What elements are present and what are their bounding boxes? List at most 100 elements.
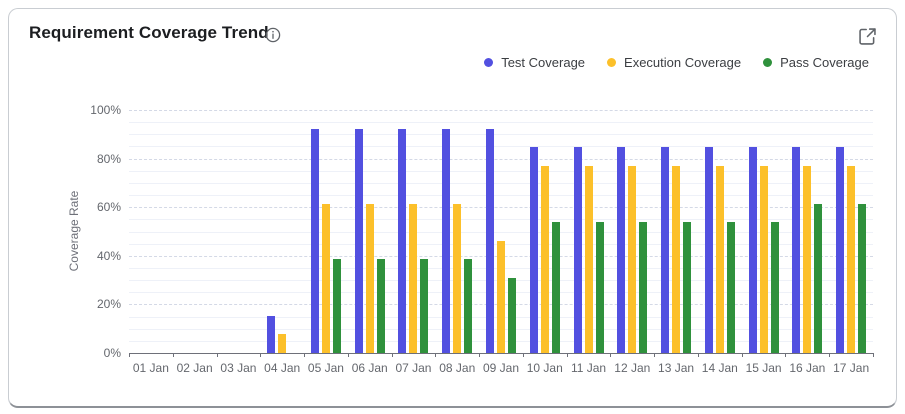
bar-pass-coverage[interactable] bbox=[639, 222, 648, 353]
x-axis-tick bbox=[347, 353, 349, 357]
legend-dot-test-coverage bbox=[484, 58, 494, 67]
minor-gridline bbox=[129, 231, 873, 233]
legend-item-test-coverage[interactable]: Test Coverage bbox=[484, 55, 585, 70]
bar-chart: Coverage Rate 0% 20% 40% 60% 80% 100% 01 Jan 02… bbox=[9, 9, 896, 406]
bar-pass-coverage[interactable] bbox=[858, 204, 867, 353]
x-axis-label: 01 Jan bbox=[132, 361, 169, 375]
x-axis-tick bbox=[566, 353, 568, 357]
bar-test-coverage[interactable] bbox=[442, 129, 451, 353]
major-gridline bbox=[129, 158, 873, 160]
x-axis-label: 13 Jan bbox=[658, 361, 695, 375]
bar-execution-coverage[interactable] bbox=[803, 166, 812, 353]
x-axis-tick bbox=[873, 353, 874, 357]
bar-test-coverage[interactable] bbox=[573, 147, 582, 353]
x-axis-label: 05 Jan bbox=[307, 361, 344, 375]
bar-execution-coverage[interactable] bbox=[715, 166, 724, 353]
legend-label: Pass Coverage bbox=[780, 55, 869, 70]
y-axis-tick-label: 20% bbox=[96, 297, 121, 312]
x-axis-tick bbox=[129, 353, 130, 357]
bar-execution-coverage[interactable] bbox=[847, 166, 856, 353]
bar-execution-coverage[interactable] bbox=[497, 241, 505, 353]
x-axis-label: 06 Jan bbox=[351, 361, 388, 375]
bar-test-coverage[interactable] bbox=[529, 147, 538, 353]
x-axis-tick bbox=[260, 353, 262, 357]
x-axis-tick bbox=[697, 353, 699, 357]
bar-test-coverage[interactable] bbox=[398, 129, 407, 353]
y-axis-tick-label: 40% bbox=[96, 248, 121, 263]
bar-execution-coverage[interactable] bbox=[672, 166, 681, 353]
x-axis-tick bbox=[829, 353, 831, 357]
x-axis-label: 16 Jan bbox=[789, 361, 826, 375]
bar-test-coverage[interactable] bbox=[748, 147, 757, 353]
x-axis-label: 15 Jan bbox=[745, 361, 782, 375]
x-axis-label: 09 Jan bbox=[482, 361, 520, 375]
minor-gridline bbox=[129, 134, 873, 136]
x-axis-tick bbox=[391, 353, 393, 357]
bar-execution-coverage[interactable] bbox=[365, 204, 374, 353]
major-gridline bbox=[129, 207, 873, 209]
info-icon[interactable] bbox=[265, 27, 281, 43]
bar-pass-coverage[interactable] bbox=[376, 259, 385, 353]
x-axis-label: 02 Jan bbox=[176, 361, 213, 375]
y-axis-tick-label: 100% bbox=[90, 103, 121, 117]
x-axis-tick bbox=[522, 353, 524, 357]
bar-execution-coverage[interactable] bbox=[584, 166, 593, 353]
legend-item-pass-coverage[interactable]: Pass Coverage bbox=[763, 55, 869, 70]
bar-test-coverage[interactable] bbox=[836, 147, 845, 353]
bar-test-coverage[interactable] bbox=[792, 147, 801, 353]
minor-gridline bbox=[129, 182, 873, 184]
x-axis-tick bbox=[435, 353, 437, 357]
x-axis-label: 11 Jan bbox=[570, 361, 607, 375]
x-axis-label: 08 Jan bbox=[439, 361, 476, 375]
bar-execution-coverage[interactable] bbox=[321, 204, 330, 353]
legend-label: Test Coverage bbox=[501, 55, 586, 70]
bar-test-coverage[interactable] bbox=[486, 129, 494, 353]
legend: Test Coverage Execution Coverage Pass Co… bbox=[484, 55, 869, 70]
x-axis-tick bbox=[216, 353, 218, 357]
x-axis-label: 03 Jan bbox=[220, 361, 257, 375]
major-gridline bbox=[129, 110, 873, 111]
x-axis-tick bbox=[741, 353, 743, 357]
bar-test-coverage[interactable] bbox=[661, 147, 670, 353]
bar-test-coverage[interactable] bbox=[267, 316, 276, 353]
x-axis-label: 07 Jan bbox=[395, 361, 432, 375]
minor-gridline bbox=[129, 122, 873, 124]
x-axis-tick bbox=[654, 353, 656, 357]
x-axis-label: 10 Jan bbox=[526, 361, 563, 375]
bar-pass-coverage[interactable] bbox=[814, 204, 823, 353]
minor-gridline bbox=[129, 219, 873, 221]
bar-execution-coverage[interactable] bbox=[278, 334, 287, 353]
x-axis-label: 12 Jan bbox=[614, 361, 651, 375]
minor-gridline bbox=[129, 146, 873, 148]
bar-pass-coverage[interactable] bbox=[770, 222, 779, 353]
bar-test-coverage[interactable] bbox=[310, 129, 319, 353]
legend-dot-execution-coverage bbox=[607, 58, 617, 67]
coverage-trend-card: Requirement Coverage Trend Test Coverage… bbox=[8, 8, 897, 408]
x-axis-label: 17 Jan bbox=[833, 361, 870, 375]
bar-execution-coverage[interactable] bbox=[409, 204, 418, 353]
bar-pass-coverage[interactable] bbox=[595, 222, 604, 353]
x-axis-tick bbox=[785, 353, 787, 357]
bar-pass-coverage[interactable] bbox=[332, 259, 341, 353]
x-axis-tick bbox=[479, 353, 481, 357]
x-axis-line bbox=[129, 353, 873, 354]
legend-label: Execution Coverage bbox=[624, 55, 742, 70]
bar-test-coverage[interactable] bbox=[617, 147, 626, 353]
bar-execution-coverage[interactable] bbox=[540, 166, 549, 353]
bar-pass-coverage[interactable] bbox=[508, 278, 516, 353]
minor-gridline bbox=[129, 170, 873, 172]
bar-execution-coverage[interactable] bbox=[759, 166, 768, 353]
card-title: Requirement Coverage Trend bbox=[29, 23, 269, 42]
bar-pass-coverage[interactable] bbox=[551, 222, 560, 353]
bar-execution-coverage[interactable] bbox=[628, 166, 637, 353]
bar-test-coverage[interactable] bbox=[704, 147, 713, 353]
bar-execution-coverage[interactable] bbox=[453, 204, 462, 353]
bar-pass-coverage[interactable] bbox=[464, 259, 473, 353]
legend-item-execution-coverage[interactable]: Execution Coverage bbox=[607, 55, 741, 70]
bar-pass-coverage[interactable] bbox=[726, 222, 735, 353]
bar-pass-coverage[interactable] bbox=[420, 259, 429, 353]
bar-pass-coverage[interactable] bbox=[683, 222, 692, 353]
bar-test-coverage[interactable] bbox=[354, 129, 363, 353]
legend-dot-pass-coverage bbox=[763, 58, 773, 67]
external-link-icon[interactable] bbox=[857, 26, 878, 47]
